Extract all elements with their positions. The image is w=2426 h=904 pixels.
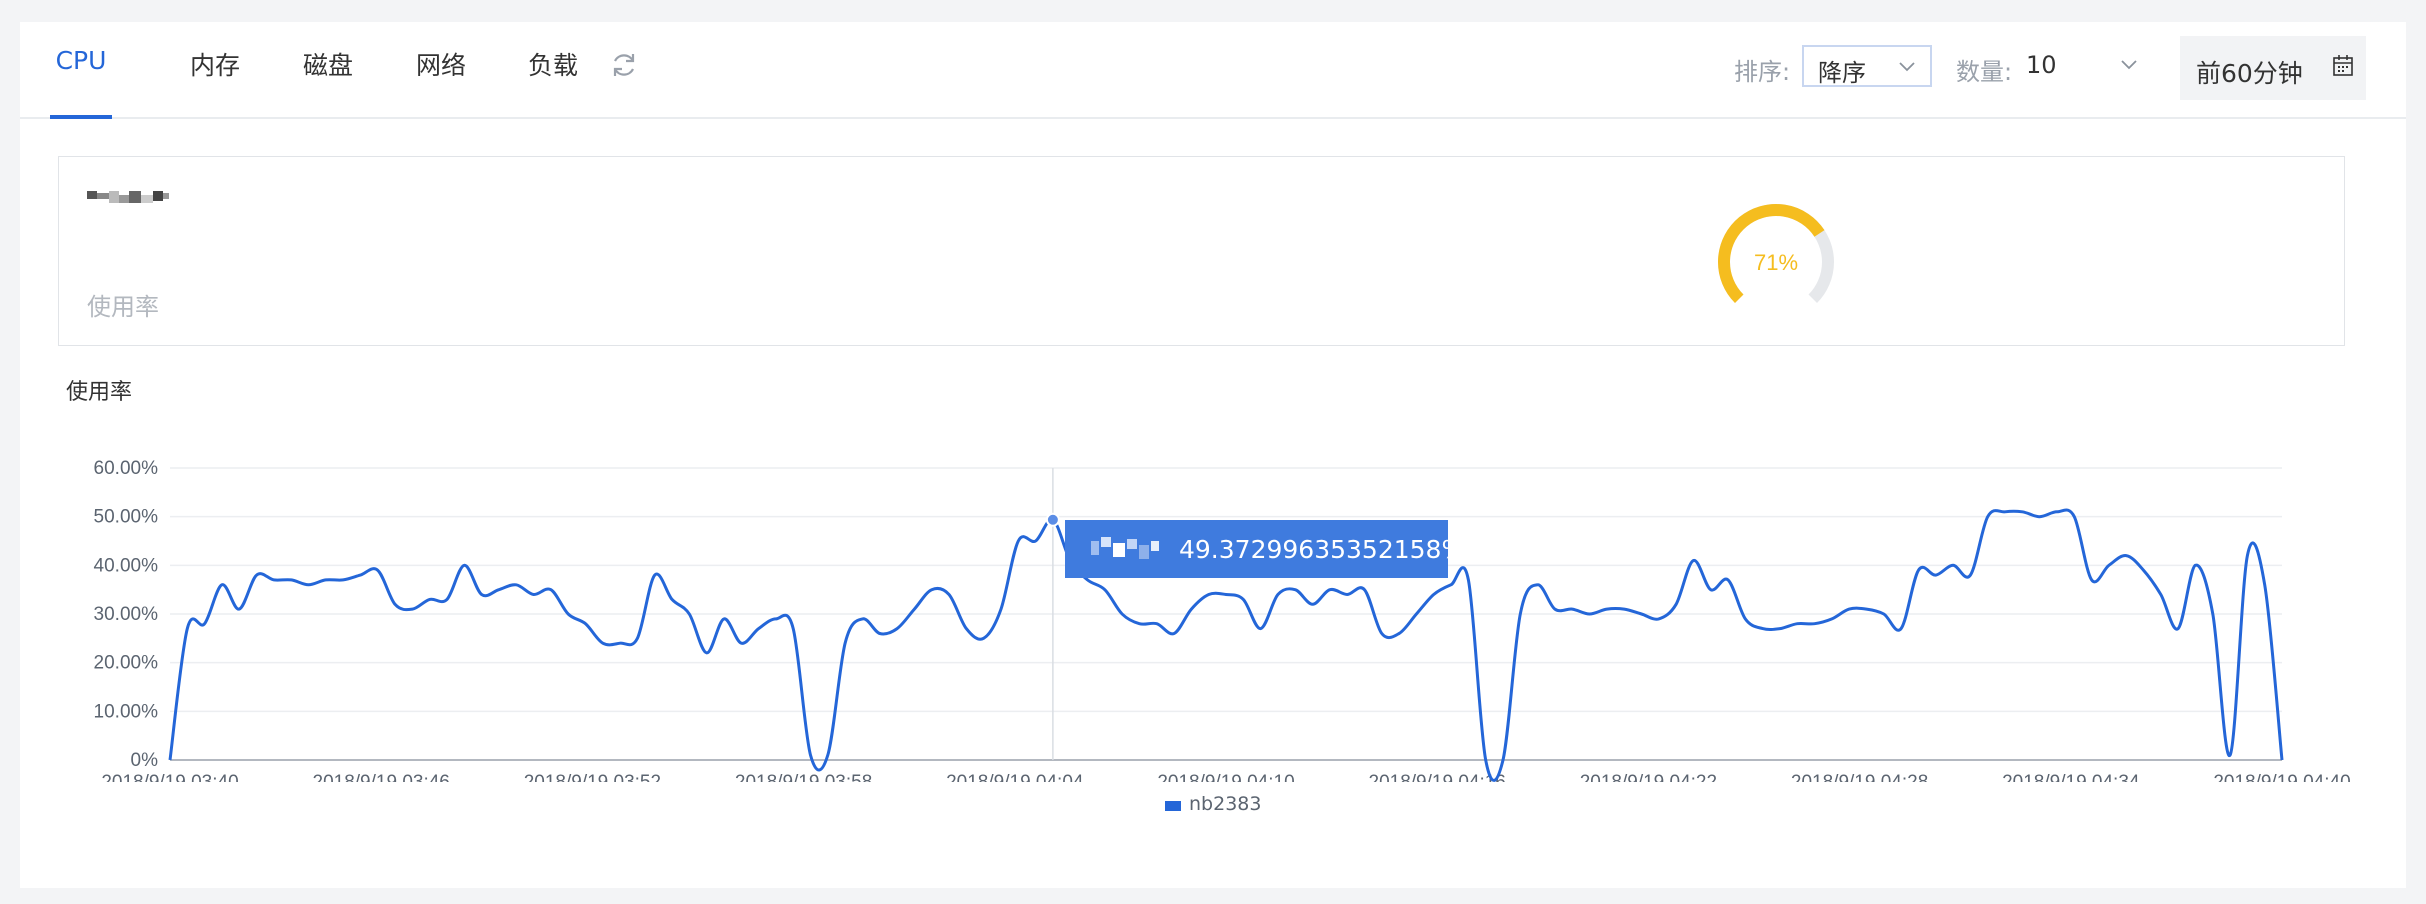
main-card: CPU 内存 磁盘 网络 负载 排序: 降序 数量: — [20, 22, 2406, 888]
y-tick-label: 40.00% — [94, 555, 159, 576]
sort-order-value: 降序 — [1818, 59, 1866, 87]
redacted-tooltip-host — [1091, 537, 1159, 559]
tooltip-value: 49.37299635352158% — [1179, 535, 1466, 564]
count-value: 10 — [2026, 51, 2057, 79]
chart-y-label: 使用率 — [66, 380, 133, 405]
x-tick-label: 2018/9/19 04:04 — [946, 772, 1084, 782]
calendar-icon — [2333, 55, 2353, 76]
y-tick-label: 0% — [131, 750, 159, 771]
tab-bar: CPU 内存 磁盘 网络 负载 排序: 降序 数量: — [20, 22, 2406, 119]
chevron-down-icon — [1899, 62, 1915, 72]
sort-label: 排序: — [1734, 58, 1791, 86]
legend-swatch — [1165, 801, 1181, 811]
tab-network[interactable]: 网络 — [416, 46, 466, 117]
sort-order-select[interactable]: 降序 — [1802, 45, 1932, 87]
series-line-nb2383 — [168, 508, 2284, 782]
tab-label: 网络 — [416, 51, 467, 80]
gauge-value-text: 71% — [1754, 250, 1798, 275]
time-range-button[interactable]: 前60分钟 — [2180, 36, 2366, 100]
tab-memory[interactable]: 内存 — [190, 46, 240, 117]
x-tick-label: 2018/9/19 03:58 — [735, 772, 872, 782]
refresh-icon[interactable] — [609, 50, 639, 80]
hover-point[interactable] — [1045, 512, 1060, 527]
usage-label: 使用率 — [87, 293, 159, 321]
summary-panel: 使用率 71% — [58, 156, 2345, 346]
x-tick-label: 2018/9/19 03:52 — [524, 772, 661, 782]
redacted-hostname — [87, 191, 169, 203]
tab-load[interactable]: 负载 — [528, 46, 578, 117]
usage-gauge: 71% — [1718, 204, 1834, 304]
time-range-value: 前60分钟 — [2196, 59, 2303, 88]
tab-label: CPU — [55, 46, 107, 75]
y-tick-label: 20.00% — [94, 653, 159, 674]
x-tick-label: 2018/9/19 04:34 — [2002, 772, 2140, 782]
chart-tooltip: 49.37299635352158% — [1065, 520, 1465, 578]
usage-line-chart: 0% 10.00% 20.00% 30.00% 40.00% 50.00% 60.00% 2… — [94, 458, 2351, 782]
gauge-fill — [1718, 204, 1825, 304]
y-tick-label: 50.00% — [94, 507, 159, 528]
tab-cpu[interactable]: CPU — [50, 46, 112, 119]
tab-label: 磁盘 — [303, 51, 354, 80]
x-tick-label: 2018/9/19 04:22 — [1580, 772, 1717, 782]
tab-label: 负载 — [528, 51, 579, 80]
x-tick-label: 2018/9/19 04:28 — [1791, 772, 1928, 782]
y-tick-label: 10.00% — [94, 701, 159, 722]
x-tick-label: 2018/9/19 03:46 — [313, 772, 450, 782]
x-tick-label: 2018/9/19 03:40 — [101, 772, 238, 782]
count-label: 数量: — [1956, 58, 2013, 86]
count-select[interactable]: 10 — [2026, 45, 2146, 87]
chevron-down-icon — [2121, 60, 2137, 70]
x-tick-label: 2018/9/19 04:16 — [1369, 772, 1506, 782]
y-tick-label: 60.00% — [94, 458, 159, 479]
x-tick-label: 2018/9/19 04:40 — [2213, 772, 2350, 782]
tab-label: 内存 — [190, 51, 241, 80]
active-tab-underline — [50, 115, 112, 119]
legend-label: nb2383 — [1189, 793, 1262, 815]
tab-disk[interactable]: 磁盘 — [303, 46, 353, 117]
y-tick-label: 30.00% — [94, 604, 159, 625]
x-tick-label: 2018/9/19 04:10 — [1157, 772, 1294, 782]
